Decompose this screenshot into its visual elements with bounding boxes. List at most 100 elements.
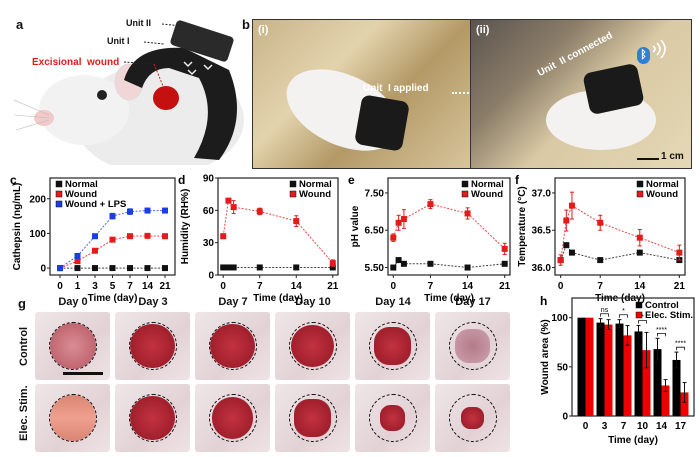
legend-label: Normal — [646, 179, 679, 190]
y-axis-label: Humidity (RH%) — [180, 189, 191, 265]
data-point — [557, 257, 564, 264]
rat-head — [39, 75, 129, 145]
legend-swatch — [461, 180, 469, 188]
x-tick-label: 14 — [142, 281, 154, 292]
data-point — [144, 232, 151, 239]
y-tick-label: 36.0 — [532, 263, 552, 274]
series-line-normal — [560, 244, 680, 261]
x-axis-label: Time (day) — [608, 435, 658, 446]
bar-elec-stim- — [585, 317, 594, 416]
wound-boundary-circle — [448, 394, 497, 442]
legend-label: Wound — [471, 189, 503, 200]
x-tick-label: 1 — [75, 281, 81, 292]
x-axis-label: Time (day) — [88, 293, 138, 303]
x-tick-label: 21 — [499, 281, 511, 292]
x-tick-label: 3 — [92, 281, 98, 292]
y-tick-label: 6.50 — [365, 226, 385, 237]
y-tick-label: 37.0 — [532, 188, 552, 199]
x-tick-label: 0 — [583, 421, 589, 432]
wound-photo — [115, 312, 190, 380]
data-point — [390, 234, 397, 241]
data-point — [636, 249, 643, 256]
x-tick-label: 21 — [674, 281, 686, 292]
y-tick-label: 0 — [562, 412, 568, 423]
x-tick-label: 7 — [621, 421, 627, 432]
day-label: Day 10 — [295, 296, 331, 308]
significance-label: * — [641, 314, 644, 321]
day-label: Day 7 — [218, 296, 248, 308]
caption-unit-i-applied: Unit I applied — [363, 83, 429, 94]
legend-swatch — [55, 190, 63, 198]
chart-ph: e 5.50 6.50 7.50 0 7 14 21 Time (day) pH value Nor… — [348, 173, 511, 303]
data-point — [92, 247, 98, 254]
bar-control — [672, 359, 681, 416]
data-point — [109, 236, 116, 243]
label-excisional-wound: Excisional wound — [32, 57, 120, 68]
bar-elec-stim- — [680, 392, 689, 416]
data-point — [225, 264, 232, 271]
data-point — [127, 208, 133, 215]
significance-bracket — [600, 313, 609, 317]
significance-bracket — [638, 320, 647, 324]
plot-frame — [571, 297, 695, 417]
chart-cathepsin: c 0 100 200 0 1 3 5 7 14 21 Time (day) Cathepsin (ng… — [10, 173, 176, 303]
data-point — [395, 219, 402, 226]
data-point — [464, 210, 471, 217]
data-point — [636, 234, 643, 241]
y-tick-label: 7.50 — [365, 188, 385, 199]
bar-control — [653, 349, 662, 416]
wound-photo — [275, 312, 350, 380]
data-point — [329, 264, 336, 271]
attach-arrows-icon — [183, 61, 213, 76]
scale-bar — [63, 372, 103, 375]
data-point — [92, 233, 98, 240]
panel-label-e: e — [348, 173, 355, 187]
x-tick-label: 0 — [558, 281, 564, 292]
leader-lines — [123, 23, 183, 65]
data-point — [225, 197, 232, 204]
data-point — [220, 264, 227, 271]
x-tick-label: 7 — [257, 281, 263, 292]
data-point — [220, 233, 227, 240]
significance-bracket — [676, 346, 685, 351]
x-tick-label: 14 — [291, 281, 303, 292]
panel-label-g: g — [18, 296, 26, 311]
legend-swatch — [635, 301, 643, 309]
y-tick-label: 5.50 — [365, 263, 385, 274]
unit-ii-module — [170, 20, 234, 62]
x-tick-label: 7 — [127, 281, 133, 292]
panel-a-illustration: Unit II Unit I Excisional wound — [13, 18, 244, 175]
data-point — [400, 216, 407, 223]
wound-boundary-circle — [288, 322, 337, 370]
wearable-band — [124, 47, 237, 161]
data-point — [293, 264, 300, 271]
label-unit-ii: Unit II — [126, 18, 151, 28]
y-tick-label: 0 — [40, 264, 46, 275]
device-unit-i — [354, 94, 410, 152]
wound-boundary-circle — [48, 322, 97, 370]
y-tick-label: 60 — [203, 206, 215, 217]
x-tick-label: 10 — [637, 421, 649, 432]
data-point — [563, 242, 570, 249]
legend-swatch — [55, 200, 63, 208]
subpanel-label-i: (i) — [258, 24, 269, 36]
legend-label: Normal — [471, 179, 504, 190]
data-point — [162, 207, 168, 214]
wound-boundary-circle — [208, 394, 257, 442]
x-tick-label: 7 — [597, 281, 603, 292]
wound-icon — [153, 86, 179, 110]
bar-elec-stim- — [604, 324, 613, 416]
wound-boundary-circle — [48, 394, 97, 442]
panel-label-d: d — [178, 173, 185, 187]
wound-photo — [435, 312, 510, 380]
data-point — [329, 260, 336, 267]
x-tick-label: 5 — [110, 281, 116, 292]
day-label: Day 3 — [138, 296, 168, 308]
data-point — [501, 260, 508, 267]
panel-label-a: a — [16, 17, 24, 32]
data-point — [74, 265, 81, 272]
significance-label: **** — [656, 327, 667, 334]
row-label-elec-stim: Elec. Stim. — [18, 385, 30, 441]
significance-label: **** — [675, 341, 686, 348]
